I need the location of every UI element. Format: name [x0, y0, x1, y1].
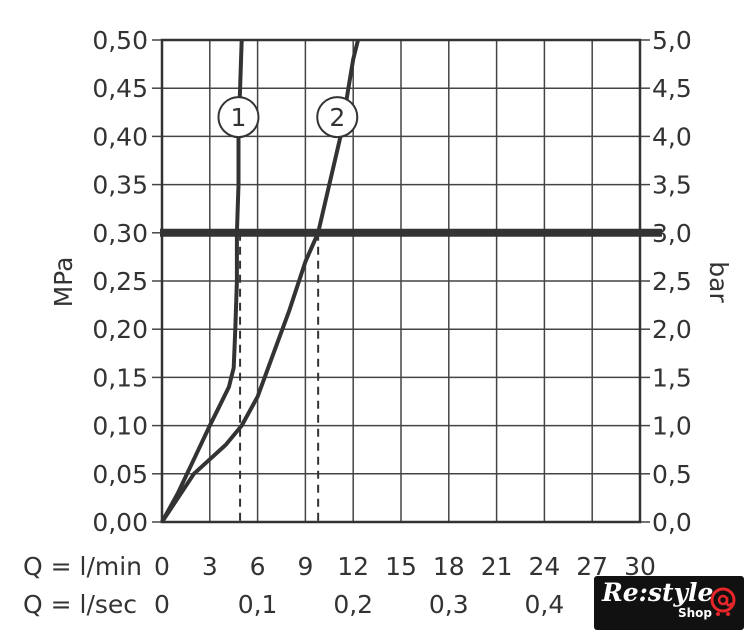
right-tick-label: 4,5	[652, 74, 692, 103]
left-tick-label: 0,10	[92, 412, 148, 441]
cart-at-icon	[710, 587, 736, 616]
right-tick-label: 3,5	[652, 171, 692, 200]
x-tick-label-lmin: 24	[528, 552, 560, 581]
x-row-label-lmin: Q = l/min	[23, 552, 142, 581]
left-tick-label: 0,00	[92, 508, 148, 537]
series-label-circle-1	[217, 96, 260, 139]
dashed-marker-group	[239, 232, 320, 522]
right-tick-label: 4,0	[652, 122, 692, 151]
series-label-1: 1	[231, 103, 247, 132]
tick-label-group: 0,000,050,100,150,200,250,300,350,400,45…	[23, 26, 692, 619]
x-tick-label-lmin: 15	[385, 552, 417, 581]
x-tick-label-lmin: 18	[433, 552, 465, 581]
left-tick-label: 0,35	[92, 171, 148, 200]
left-tick-label: 0,45	[92, 74, 148, 103]
series-line-1	[160, 39, 244, 523]
x-row-label-lsec: Q = l/sec	[23, 590, 137, 619]
x-tick-label-lmin: 9	[297, 552, 313, 581]
plot-frame	[160, 38, 642, 524]
x-tick-label-lsec: 0,3	[429, 590, 469, 619]
left-tick-label: 0,15	[92, 363, 148, 392]
x-tick-label-lsec: 0,4	[525, 590, 565, 619]
right-tick-label: 0,5	[652, 460, 692, 489]
x-tick-label-lmin: 6	[250, 552, 266, 581]
x-tick-label-lmin: 12	[337, 552, 369, 581]
left-tick-label: 0,30	[92, 219, 148, 248]
right-tick-label: 0,0	[652, 508, 692, 537]
restyle-shop-logo: Re:style Shop	[594, 576, 744, 630]
logo-text: Re:style	[602, 578, 714, 607]
left-tick-label: 0,40	[92, 122, 148, 151]
left-tick-label: 0,20	[92, 315, 148, 344]
series-label-circle-2	[316, 96, 359, 139]
right-tick-label: 5,0	[652, 26, 692, 55]
x-tick-label-lmin: 3	[202, 552, 218, 581]
x-tick-label-lsec: 0,2	[333, 590, 373, 619]
right-tick-label: 2,0	[652, 315, 692, 344]
left-tick-label: 0,50	[92, 26, 148, 55]
x-tick-label-lmin: 0	[154, 552, 170, 581]
x-tick-label-lsec: 0	[154, 590, 170, 619]
right-axis-title: bar	[704, 261, 733, 303]
left-axis-title: MPa	[49, 257, 78, 308]
x-tick-label-lmin: 21	[481, 552, 513, 581]
x-tick-label-lsec: 0,1	[238, 590, 278, 619]
chart-grid	[152, 38, 650, 524]
series-group	[160, 39, 360, 524]
series-label-2: 2	[329, 103, 345, 132]
logo-subtext: Shop	[678, 606, 713, 620]
left-tick-label: 0,05	[92, 460, 148, 489]
right-tick-label: 1,0	[652, 412, 692, 441]
left-tick-label: 0,25	[92, 267, 148, 296]
right-tick-label: 1,5	[652, 363, 692, 392]
right-tick-label: 2,5	[652, 267, 692, 296]
series-line-2	[160, 39, 360, 524]
right-tick-label: 3,0	[652, 219, 692, 248]
